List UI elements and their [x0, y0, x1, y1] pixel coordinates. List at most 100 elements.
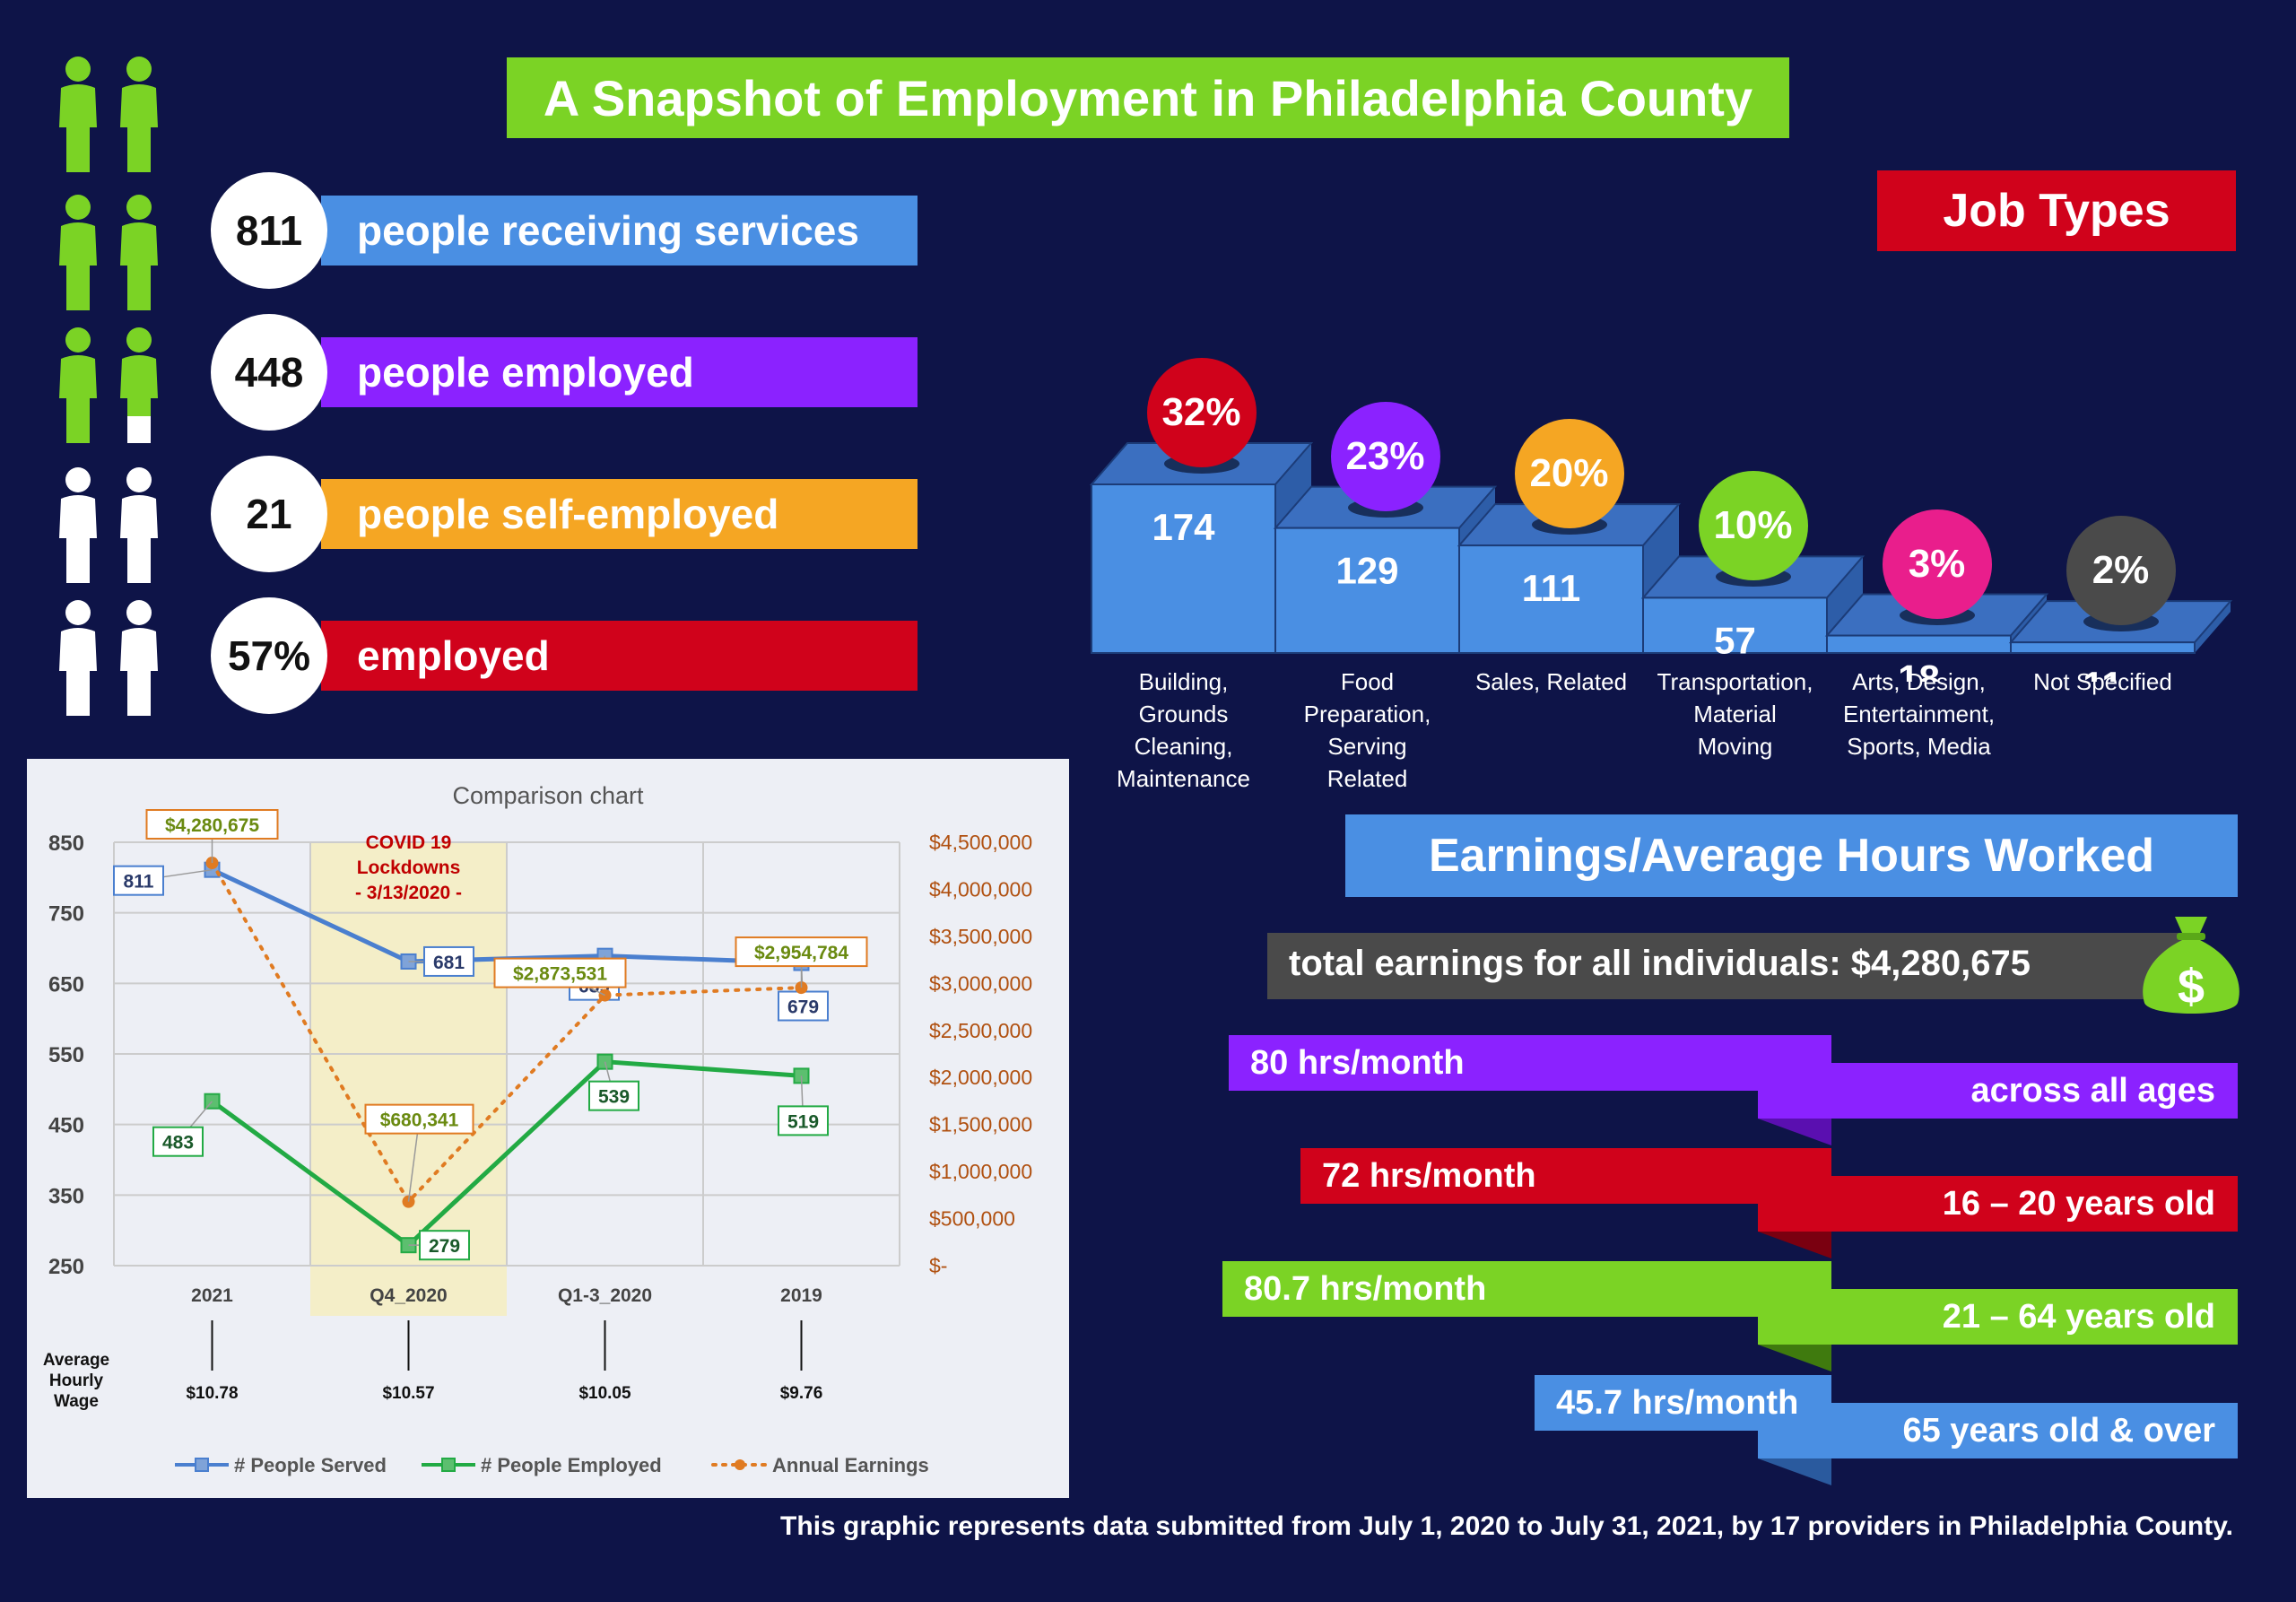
total-earnings-label: total earnings for all individuals: $4,2…: [1289, 944, 2031, 983]
job-type-count: 11: [2083, 664, 2122, 682]
left-axis-tick: 450: [48, 1114, 84, 1138]
ribbon-fold: [1758, 1119, 1831, 1145]
right-axis-tick: $2,500,000: [929, 1019, 1032, 1042]
job-type-label: Sales, Related: [1474, 668, 1628, 695]
person-icon: [120, 195, 158, 310]
age-group-label: 21 – 64 years old: [1942, 1298, 2215, 1336]
stat-circle-1: 811: [211, 172, 327, 289]
data-label-box: [778, 990, 829, 1022]
stat-circle-3: 21: [211, 456, 327, 572]
total-earnings-bar: [1267, 933, 2182, 999]
covid-highlight-band: [310, 842, 507, 1316]
age-group-label: 65 years old & over: [1902, 1412, 2215, 1450]
legend-label: # People Served: [234, 1454, 387, 1476]
hours-group-ribbon: [1758, 1289, 2238, 1345]
wage-heading: Average: [43, 1351, 109, 1370]
job-type-percent: 10%: [1698, 471, 1808, 581]
stat-bar-2: people employed: [321, 337, 918, 407]
person-icon: [120, 600, 158, 716]
person-icon: [59, 57, 97, 172]
data-label: 279: [429, 1236, 460, 1257]
stat-label: people employed: [357, 349, 694, 396]
hours-ribbon: [1535, 1375, 1831, 1431]
series-line-3: [210, 861, 804, 1205]
legend-label: Annual Earnings: [772, 1454, 929, 1476]
data-label: 483: [162, 1133, 194, 1154]
data-label-box: [735, 936, 868, 968]
comparison-chart: Comparison chart 850 750 650 550 450 350 250 $4,…: [43, 782, 1032, 1476]
person-icon: [59, 195, 97, 310]
stat-bar-1: people receiving services: [321, 196, 918, 266]
job-type-label: Arts, Design, Entertainment, Sports, Media: [1842, 668, 1996, 760]
data-label-box: [145, 809, 279, 840]
chart-title: Comparison chart: [452, 782, 644, 809]
covid-annotation: - 3/13/2020 -: [355, 883, 462, 903]
right-axis-tick: $3,500,000: [929, 925, 1032, 948]
data-label: 519: [787, 1111, 819, 1132]
wage-value: $9.76: [780, 1384, 823, 1403]
person-icon: [120, 467, 158, 583]
hours-value: 80.7 hrs/month: [1244, 1270, 1487, 1308]
age-group-label: across all ages: [1970, 1072, 2215, 1110]
data-label-box: [152, 1126, 204, 1157]
earnings-heading: Earnings/Average Hours Worked: [1345, 814, 2238, 897]
data-label: 679: [787, 997, 819, 1018]
series-line-2: [211, 1059, 802, 1249]
page-title: A Snapshot of Employment in Philadelphia…: [507, 57, 1789, 138]
left-axis-tick: 850: [48, 831, 84, 856]
x-axis-tick: Q4_2020: [370, 1285, 447, 1306]
data-label: $2,954,784: [754, 943, 848, 963]
data-label: 811: [124, 872, 154, 892]
left-axis-tick: 250: [48, 1255, 84, 1279]
job-type-count: 129: [1335, 550, 1398, 592]
job-type-percent: 3%: [1882, 509, 1992, 619]
data-label: $680,341: [380, 1110, 459, 1131]
wage-value: $10.57: [382, 1384, 434, 1403]
legend-label: # People Employed: [481, 1454, 662, 1476]
hours-value: 45.7 hrs/month: [1556, 1384, 1799, 1422]
x-axis-tick: 2021: [191, 1285, 233, 1306]
person-icon: [59, 467, 97, 583]
data-point: [205, 857, 219, 870]
footer-note: This graphic represents data submitted f…: [780, 1511, 2233, 1541]
right-axis-tick: $1,500,000: [929, 1113, 1032, 1136]
job-type-percent: 20%: [1514, 419, 1624, 529]
x-axis-tick: 2019: [780, 1285, 822, 1306]
job-type-label: Transportation, Material Moving: [1657, 668, 1813, 760]
data-label: $2,873,531: [513, 964, 607, 985]
job-type-label: Building, Grounds Cleaning, Maintenance: [1117, 668, 1250, 792]
job-type-count: 57: [1714, 619, 1756, 661]
data-label: 539: [598, 1087, 630, 1108]
right-axis-tick: $4,000,000: [929, 877, 1032, 901]
right-axis-tick: $3,000,000: [929, 971, 1032, 995]
x-axis-tick: Q1-3_2020: [558, 1285, 652, 1306]
person-icon: [120, 327, 158, 443]
job-type-percent: 32%: [1146, 358, 1257, 467]
stat-label: people receiving services: [357, 207, 859, 254]
right-axis-tick: $2,000,000: [929, 1066, 1032, 1089]
person-icon: [59, 600, 97, 716]
data-label-box: [113, 865, 164, 896]
right-axis-tick: $500,000: [929, 1207, 1015, 1231]
comparison-chart-panel: Comparison chart 850 750 650 550 450 350 250 $4,…: [27, 759, 1069, 1498]
legend-item: # People Served: [175, 1454, 387, 1476]
data-label-box: [364, 1103, 474, 1135]
data-label-box: [419, 1230, 470, 1261]
right-axis-tick: $4,500,000: [929, 831, 1032, 854]
stat-label: employed: [357, 632, 550, 679]
ribbon-fold: [1758, 1345, 1831, 1371]
hours-group-ribbon: [1758, 1403, 2238, 1458]
job-type-label: Not Specified: [2033, 668, 2172, 695]
stat-label: people self-employed: [357, 491, 779, 537]
job-types-heading: Job Types: [1877, 170, 2236, 251]
ribbon-fold: [1758, 1458, 1831, 1485]
legend-item: Annual Earnings: [711, 1454, 929, 1476]
stat-bar-4: employed: [321, 621, 918, 691]
stat-circle-2: 448: [211, 314, 327, 431]
hours-ribbon: [1222, 1261, 1831, 1317]
data-label-box: [493, 957, 627, 988]
data-label-box: [778, 1105, 829, 1136]
stat-bar-3: people self-employed: [321, 479, 918, 549]
hours-ribbon: [1300, 1148, 1831, 1204]
svg-text:$: $: [2178, 960, 2205, 1014]
